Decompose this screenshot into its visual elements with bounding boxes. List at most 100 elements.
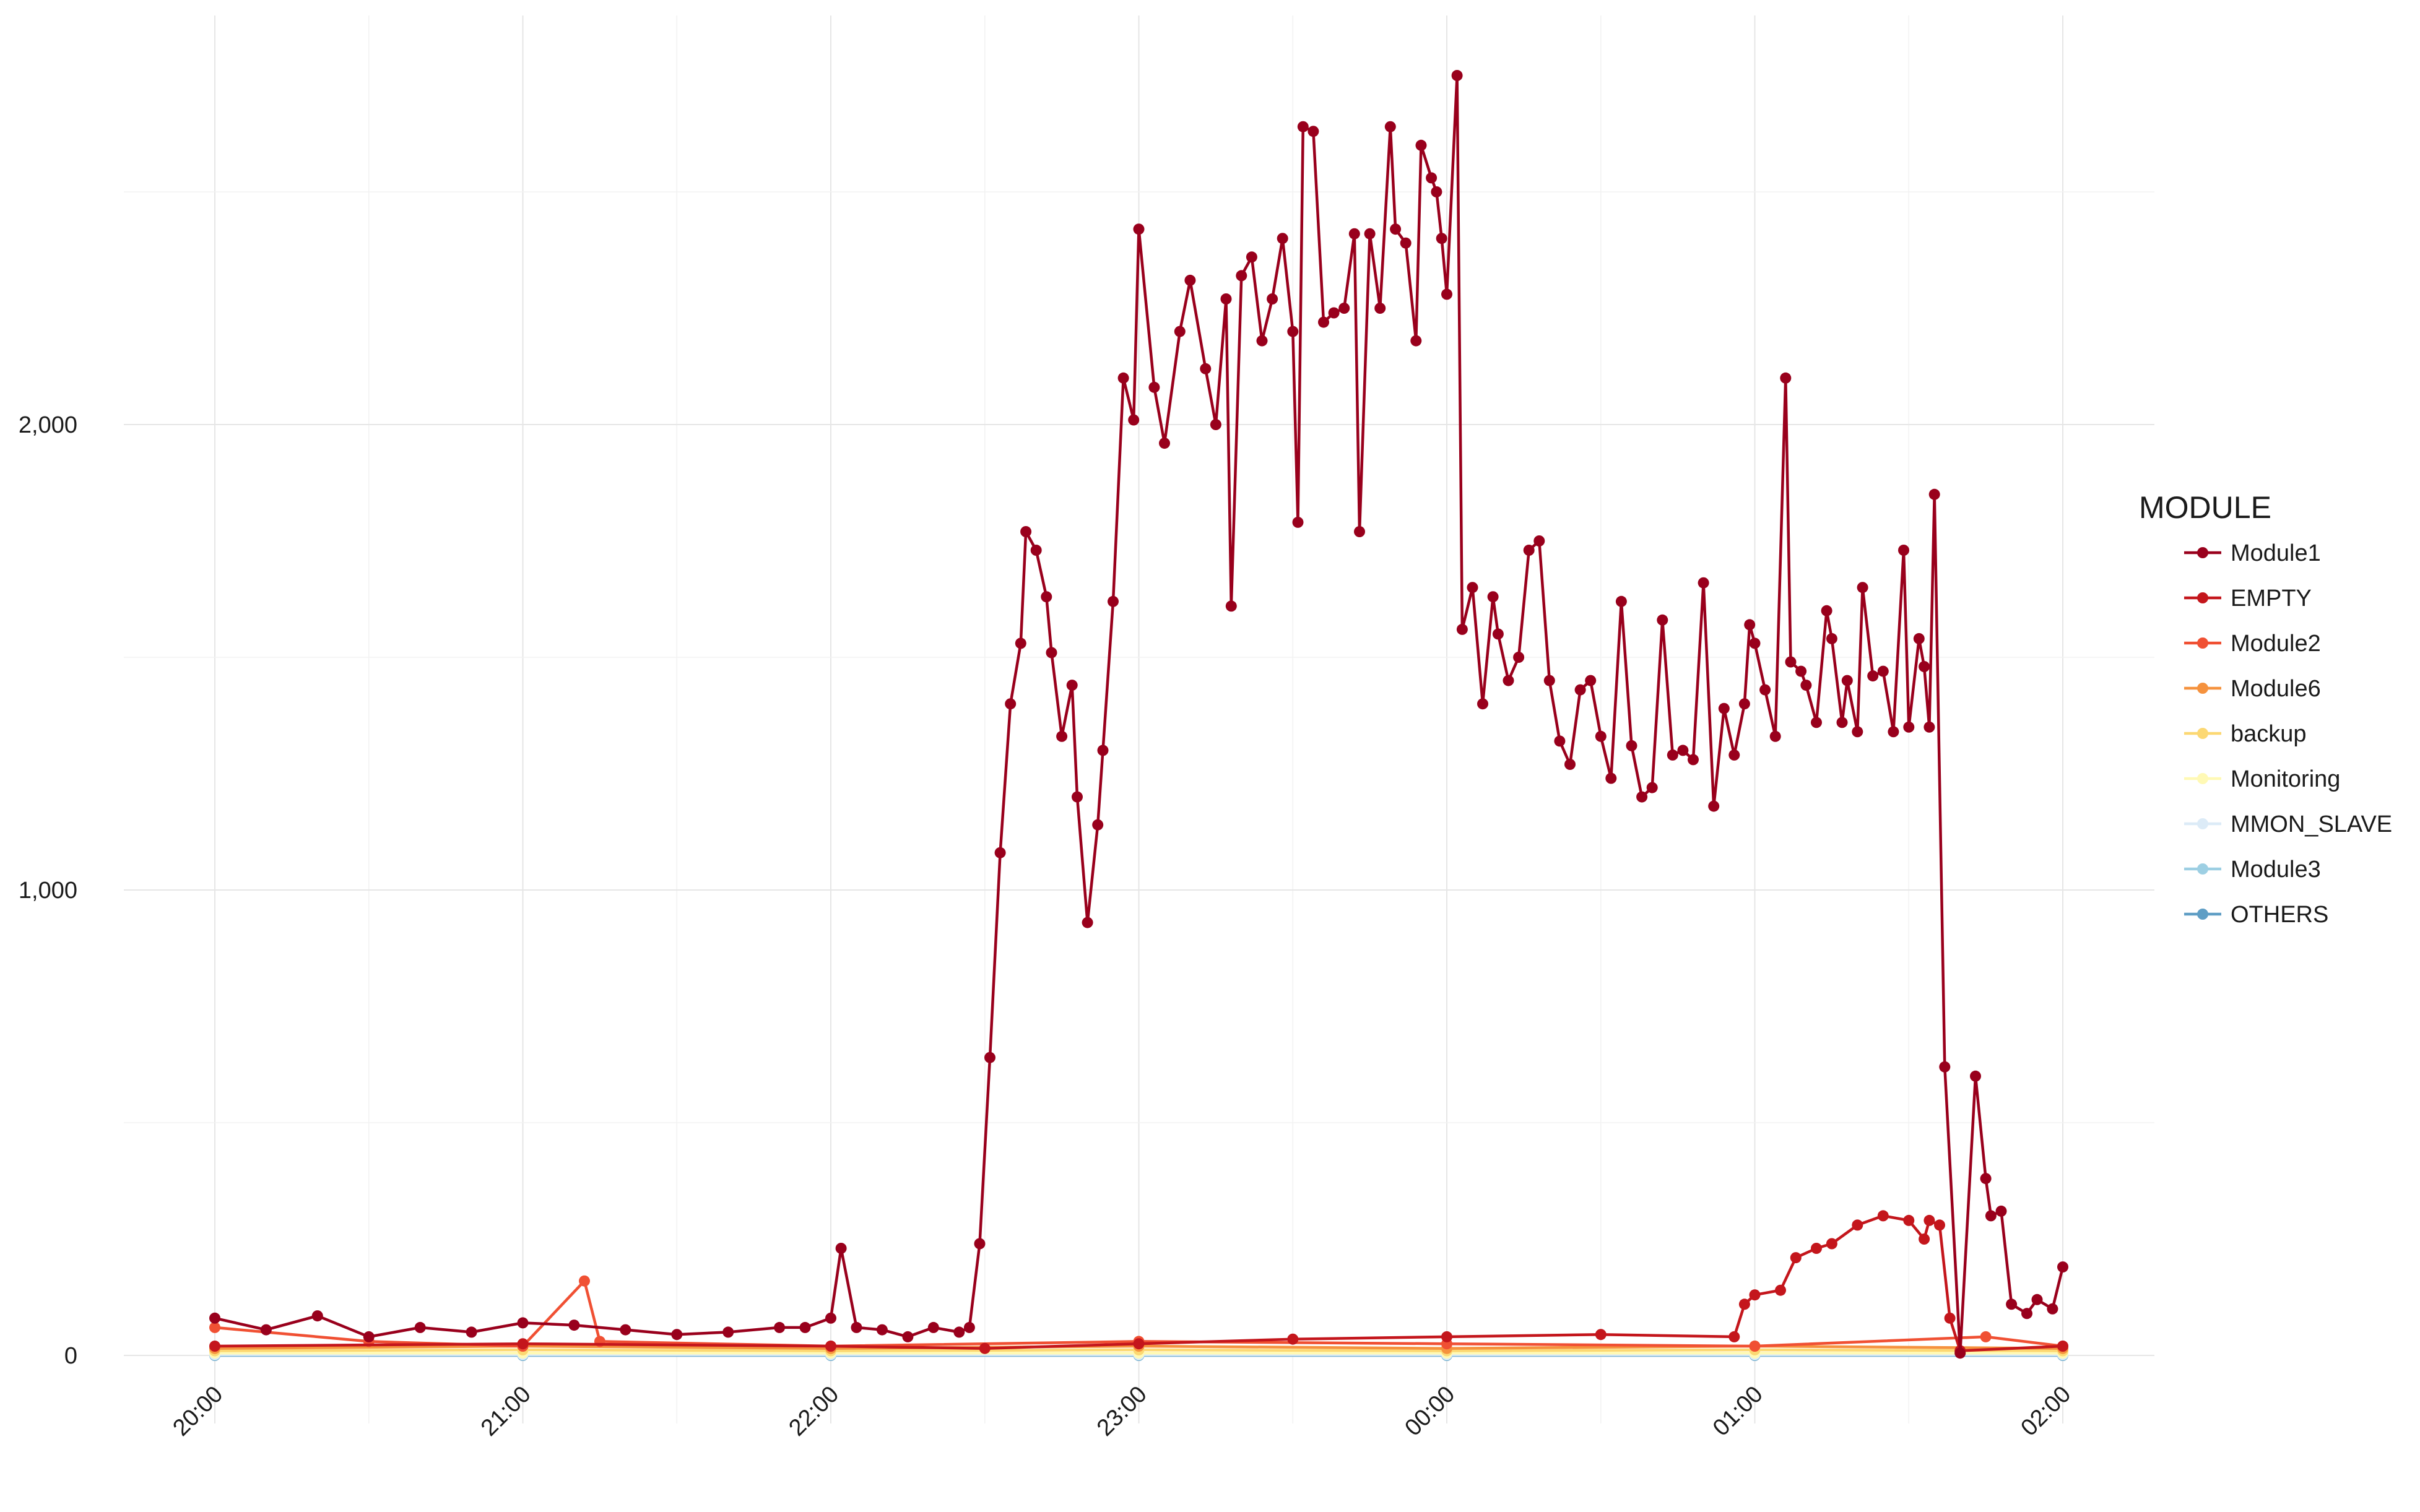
legend-item: MMON_SLAVE (2184, 811, 2392, 837)
data-point (1456, 623, 1468, 635)
data-point (1718, 702, 1730, 714)
data-point (1790, 1252, 1802, 1264)
data-point (1225, 600, 1237, 612)
data-point (1338, 303, 1350, 314)
data-point (1795, 665, 1807, 677)
data-point (1877, 665, 1889, 677)
data-point (927, 1321, 939, 1333)
data-point (1148, 381, 1160, 393)
data-point (517, 1338, 529, 1350)
data-point (1785, 656, 1797, 668)
data-point (1467, 582, 1478, 594)
series-line (214, 74, 2065, 1355)
legend-item: Module3 (2184, 857, 2321, 883)
data-point (1390, 223, 1402, 235)
data-point (1384, 121, 1396, 132)
data-point (1426, 172, 1438, 184)
data-point (1677, 745, 1689, 756)
data-point (1030, 545, 1042, 556)
x-tick-label: 00:00 (1400, 1381, 1460, 1441)
data-point (1287, 326, 1299, 337)
data-point (1928, 488, 1940, 500)
x-axis: 20:00 21:00 22:00 23:00 00:00 01:00 02:00 (168, 1381, 2076, 1441)
data-point (1605, 772, 1617, 784)
data-point (1292, 516, 1304, 528)
data-point (722, 1326, 734, 1338)
data-point (1759, 684, 1771, 696)
data-point (1492, 628, 1504, 640)
data-point (1487, 591, 1499, 603)
data-point (1072, 791, 1083, 803)
data-point (1923, 1214, 1935, 1226)
data-point (1985, 1210, 1997, 1222)
data-point (1857, 582, 1868, 594)
data-point (2057, 1261, 2068, 1273)
data-point (1913, 633, 1925, 644)
data-point (1903, 1214, 1915, 1226)
data-point (1919, 1233, 1930, 1245)
data-point (851, 1321, 862, 1333)
data-point (1410, 335, 1422, 347)
data-point (2006, 1298, 2018, 1310)
data-point (1826, 633, 1837, 644)
data-point (1898, 545, 1909, 556)
data-point (1903, 721, 1915, 733)
data-point (1888, 726, 1899, 738)
data-point (517, 1317, 529, 1329)
data-point (1980, 1173, 1992, 1185)
data-point (1374, 303, 1386, 314)
data-point (1318, 316, 1329, 328)
x-tick-label: 02:00 (2016, 1381, 2076, 1441)
data-point (1441, 1331, 1452, 1342)
data-point (1995, 1205, 2007, 1217)
data-point (1564, 759, 1576, 770)
data-point (1097, 745, 1109, 756)
data-point (1117, 372, 1129, 384)
legend-swatch-point (2197, 683, 2208, 694)
data-point (1436, 233, 1447, 244)
data-point (1477, 698, 1488, 710)
data-point (1005, 698, 1017, 710)
data-point (1554, 735, 1566, 747)
legend-swatch-point (2197, 773, 2208, 784)
x-tick-label: 22:00 (784, 1381, 844, 1441)
data-point (1877, 1210, 1889, 1222)
data-point (1056, 730, 1068, 742)
data-point (1923, 721, 1935, 733)
legend-item: Module1 (2184, 540, 2321, 566)
data-point (260, 1324, 272, 1336)
data-point (1646, 782, 1658, 793)
data-point (1574, 684, 1586, 696)
legend-swatch-point (2197, 863, 2208, 875)
data-point (1615, 595, 1627, 607)
data-point (1533, 535, 1545, 546)
legend-swatch-point (2197, 728, 2208, 739)
legend-label: OTHERS (2231, 902, 2328, 928)
series-empty (209, 1210, 2068, 1357)
legend-item: backup (2184, 721, 2307, 747)
data-point (1400, 237, 1412, 249)
data-point (963, 1321, 975, 1333)
data-point (1210, 419, 1221, 430)
data-point (311, 1310, 323, 1322)
data-point (1066, 680, 1078, 691)
data-point (1020, 526, 1032, 537)
data-point (953, 1326, 965, 1338)
data-point (1954, 1347, 1966, 1359)
data-point (1328, 307, 1340, 319)
data-point (1744, 619, 1756, 631)
x-tick-label: 23:00 (1092, 1381, 1152, 1441)
data-point (1626, 740, 1637, 751)
data-point (1041, 591, 1052, 603)
data-point (414, 1321, 426, 1333)
data-point (1092, 819, 1104, 831)
x-tick-label: 21:00 (476, 1381, 536, 1441)
data-point (876, 1324, 888, 1336)
legend-label: Module1 (2231, 540, 2321, 566)
legend-item: Module2 (2184, 631, 2321, 657)
y-tick-label: 2,000 (19, 412, 77, 438)
data-point (825, 1341, 836, 1352)
data-point (1800, 680, 1812, 691)
data-point (2057, 1341, 2068, 1352)
